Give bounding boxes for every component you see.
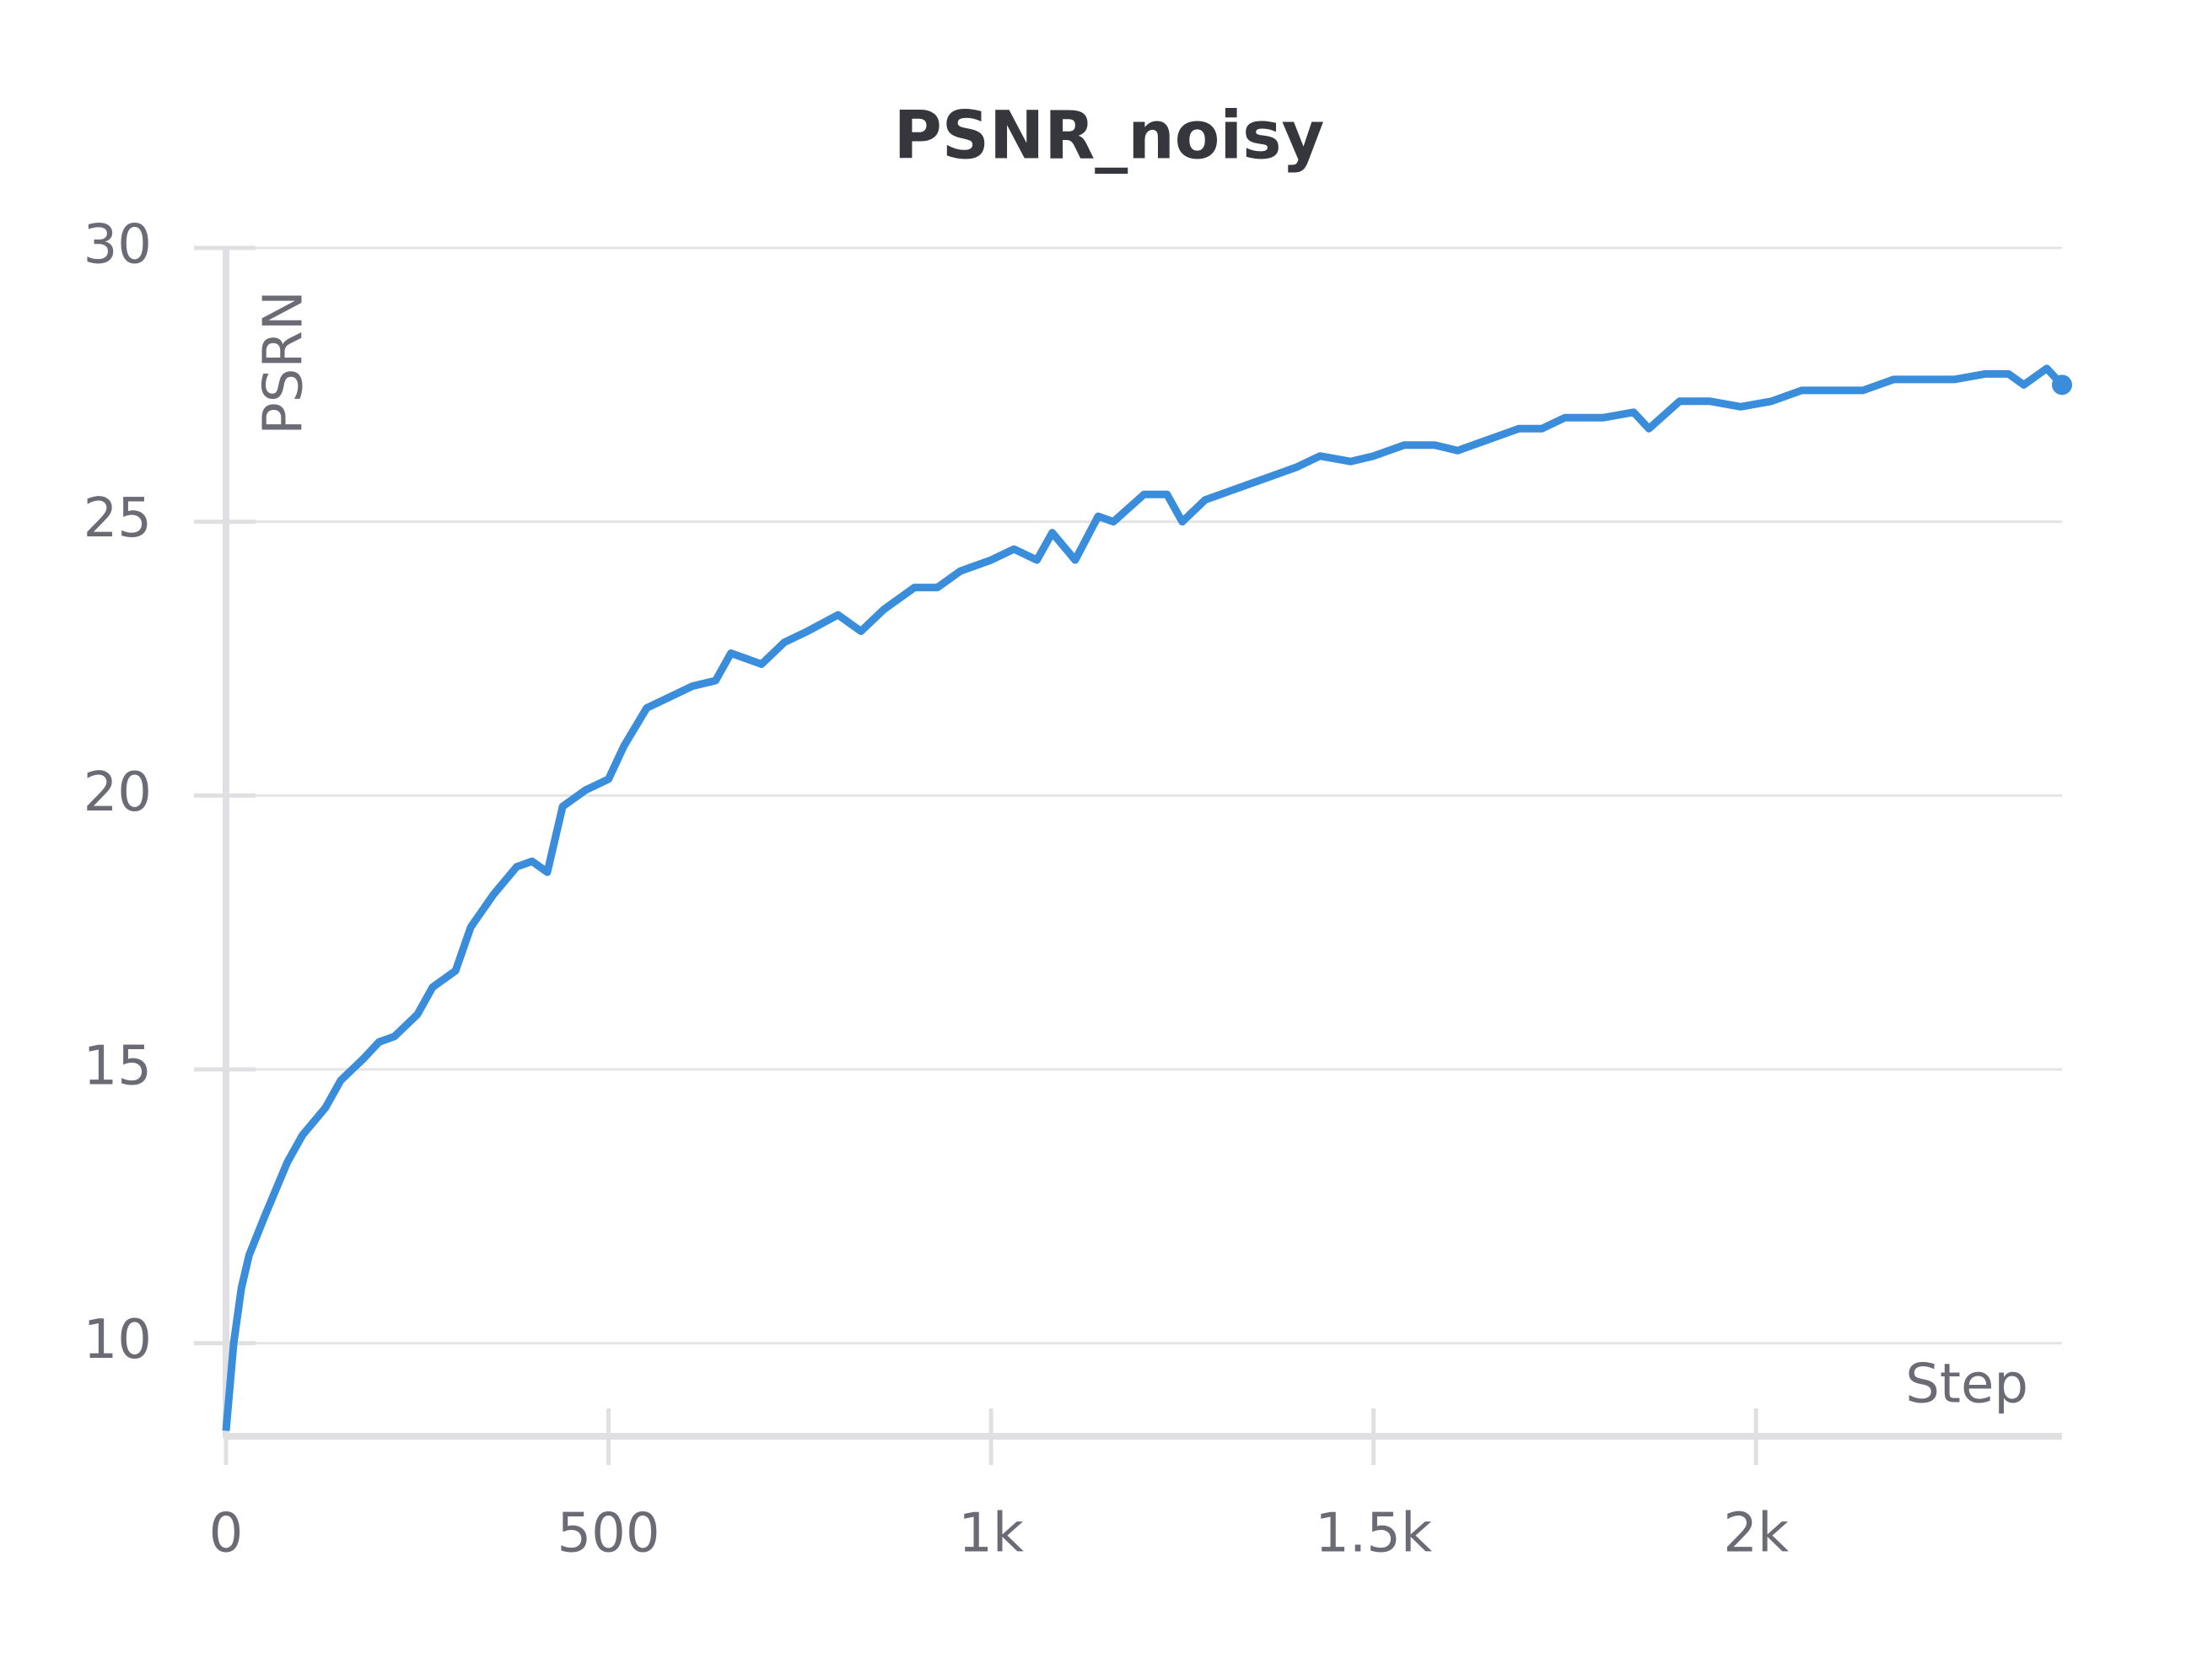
y-tick-label: 25 bbox=[83, 487, 152, 550]
x-tick-label: 1k bbox=[958, 1503, 1024, 1565]
y-tick-label: 15 bbox=[83, 1036, 152, 1098]
y-tick-label: 30 bbox=[83, 214, 152, 277]
x-tick-label: 500 bbox=[557, 1503, 660, 1565]
x-axis-label: Step bbox=[1905, 1354, 2028, 1416]
x-tick-label: 2k bbox=[1723, 1503, 1789, 1565]
end-point bbox=[2052, 374, 2072, 396]
y-tick-label: 20 bbox=[83, 762, 152, 824]
x-tick-label: 1.5k bbox=[1315, 1503, 1432, 1565]
chart-title: PSNR_noisy bbox=[894, 98, 1325, 174]
x-tick-label: 0 bbox=[209, 1503, 244, 1565]
y-axis-label: PSRN bbox=[253, 290, 315, 435]
line bbox=[222, 364, 2065, 1431]
y-tick-label: 10 bbox=[83, 1309, 152, 1371]
